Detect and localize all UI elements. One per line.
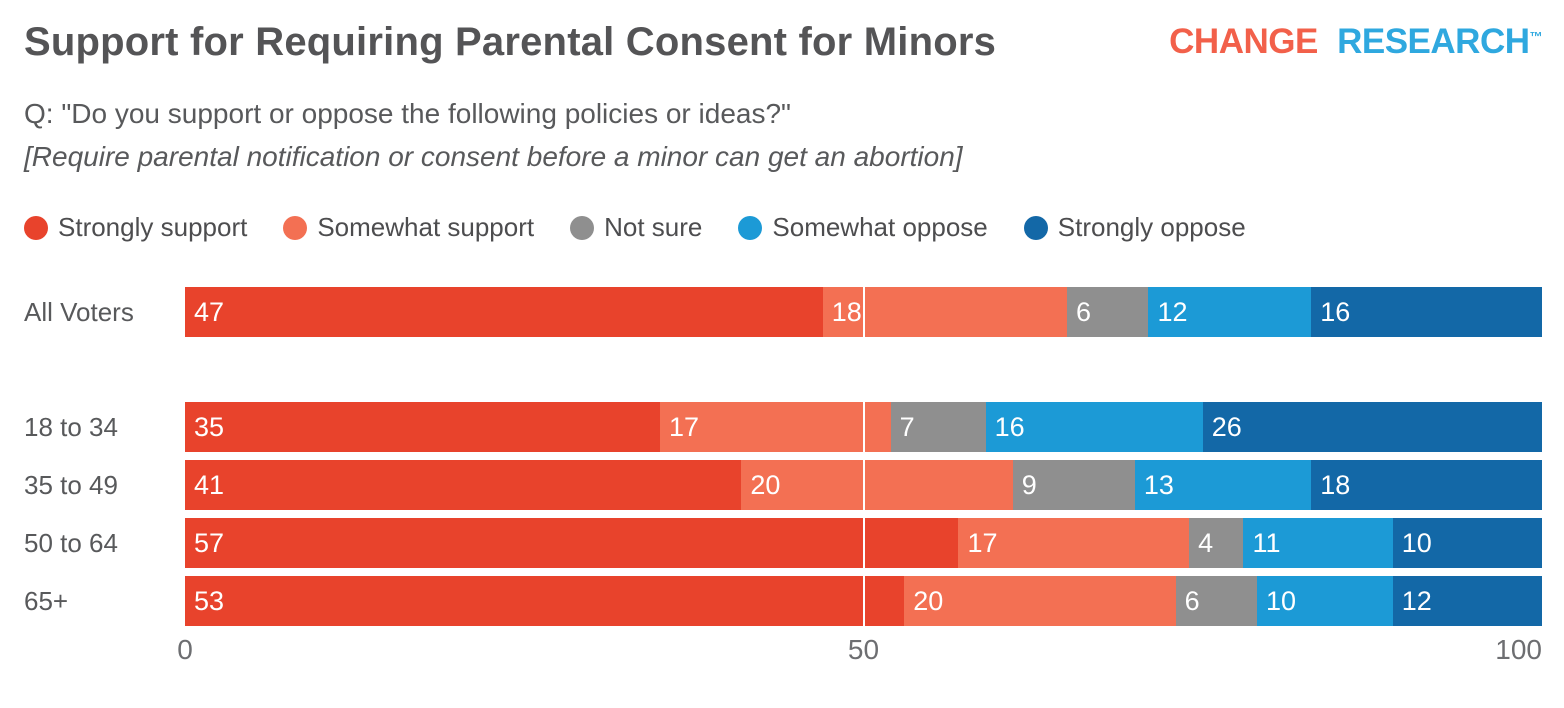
bar-segment-not-sure: 4 (1189, 518, 1244, 568)
bar-segment-strongly-support: 35 (185, 402, 660, 452)
bar-value-label: 47 (194, 297, 225, 327)
axis-tick-50: 50 (847, 634, 880, 665)
bar-value-label: 41 (194, 470, 225, 500)
bar-18-to-34: 35 17 7 16 26 (185, 402, 1542, 452)
bar-35-to-49: 41 20 9 13 18 (185, 460, 1542, 510)
bar-segment-strongly-support: 57 (185, 518, 959, 568)
bar-row-65: 65+ 53 20 6 10 12 (24, 576, 1542, 626)
bar-segment-strongly-oppose: 26 (1202, 402, 1542, 452)
bar-value-label: 11 (1252, 528, 1281, 558)
question-block: Q: "Do you support or oppose the followi… (24, 92, 1542, 178)
bar-value-label: 16 (1320, 297, 1351, 327)
bar-segment-somewhat-oppose: 11 (1243, 518, 1393, 568)
bar-value-label: 6 (1076, 297, 1092, 327)
bar-65: 53 20 6 10 12 (185, 576, 1542, 626)
bar-segment-somewhat-support: 18 (822, 287, 1068, 337)
bar-segment-strongly-support: 41 (185, 460, 742, 510)
somewhat-support-dot-icon (283, 215, 308, 240)
header: Support for Requiring Parental Consent f… (24, 20, 1542, 64)
legend-label: Somewhat oppose (772, 212, 988, 242)
axis-tick-0: 0 (177, 634, 193, 665)
page-title: Support for Requiring Parental Consent f… (24, 20, 997, 64)
bar-value-label: 17 (668, 412, 699, 442)
bar-segment-somewhat-oppose: 16 (985, 402, 1203, 452)
row-label: 65+ (24, 585, 69, 616)
bar-segment-not-sure: 6 (1175, 576, 1257, 626)
stacked-bar-chart: All Voters 47 18 6 12 16 18 to 34 35 17 7 16 26 35 t… (24, 287, 1542, 670)
bar-value-label: 12 (1401, 586, 1432, 616)
bar-segment-not-sure: 9 (1012, 460, 1135, 510)
bar-segment-somewhat-support: 17 (958, 518, 1190, 568)
bar-value-label: 16 (994, 412, 1025, 442)
bar-value-label: 17 (967, 528, 998, 558)
bar-segment-not-sure: 6 (1067, 287, 1149, 337)
bar-segment-not-sure: 7 (890, 402, 986, 452)
question-detail: [Require parental notification or consen… (24, 141, 963, 172)
bar-segment-strongly-oppose: 10 (1392, 518, 1542, 568)
bar-segment-strongly-oppose: 12 (1392, 576, 1542, 626)
chart-rows: All Voters 47 18 6 12 16 18 to 34 35 17 7 16 26 35 t… (24, 287, 1542, 626)
logo-change-text: CHANGE (1169, 22, 1318, 61)
bar-value-label: 35 (194, 412, 225, 442)
bar-segment-strongly-oppose: 18 (1311, 460, 1542, 510)
bar-segment-somewhat-oppose: 10 (1257, 576, 1393, 626)
bar-row-18-to-34: 18 to 34 35 17 7 16 26 (24, 402, 1542, 452)
bar-segment-somewhat-oppose: 12 (1148, 287, 1312, 337)
bar-value-label: 57 (194, 528, 225, 558)
change-research-logo: CHANGE RESEARCH™ (1169, 22, 1542, 62)
row-label: 50 to 64 (24, 527, 118, 558)
row-label: 35 to 49 (24, 469, 118, 500)
trademark-symbol: ™ (1529, 29, 1543, 44)
row-label: 18 to 34 (24, 411, 118, 442)
bar-value-label: 18 (1320, 470, 1351, 500)
legend-label: Somewhat support (317, 212, 535, 242)
somewhat-oppose-dot-icon (738, 215, 763, 240)
bar-segment-somewhat-support: 17 (659, 402, 891, 452)
bar-value-label: 13 (1143, 470, 1174, 500)
bar-value-label: 20 (913, 586, 944, 616)
bar-value-label: 12 (1157, 297, 1188, 327)
bar-all-voters: 47 18 6 12 16 (185, 287, 1542, 337)
bar-row-all-voters: All Voters 47 18 6 12 16 (24, 287, 1542, 337)
bar-segment-somewhat-support: 20 (904, 576, 1176, 626)
question-line: Q: "Do you support or oppose the followi… (24, 98, 791, 129)
legend: Strongly support Somewhat support Not sure… (24, 212, 1542, 243)
legend-label: Strongly oppose (1057, 212, 1246, 242)
bar-row-35-to-49: 35 to 49 41 20 9 13 18 (24, 460, 1542, 510)
bar-value-label: 20 (750, 470, 781, 500)
legend-item-strongly-support: Strongly support (24, 212, 247, 243)
bar-value-label: 18 (831, 297, 862, 327)
legend-item-not-sure: Not sure (570, 212, 702, 243)
legend-item-somewhat-oppose: Somewhat oppose (738, 212, 988, 243)
legend-item-strongly-oppose: Strongly oppose (1023, 212, 1246, 243)
strongly-support-dot-icon (24, 215, 48, 240)
bar-segment-strongly-support: 47 (185, 287, 823, 337)
strongly-oppose-dot-icon (1023, 215, 1048, 240)
page: Support for Requiring Parental Consent f… (0, 20, 1564, 708)
bar-value-label: 26 (1211, 412, 1242, 442)
bar-value-label: 10 (1401, 528, 1432, 558)
bar-value-label: 7 (899, 412, 915, 442)
bar-value-label: 9 (1021, 470, 1037, 500)
bar-value-label: 6 (1184, 586, 1200, 616)
bar-segment-strongly-support: 53 (185, 576, 905, 626)
legend-label: Strongly support (58, 212, 248, 242)
bar-segment-somewhat-support: 20 (741, 460, 1013, 510)
bar-value-label: 10 (1266, 586, 1297, 616)
legend-label: Not sure (604, 212, 703, 242)
row-label: All Voters (24, 296, 134, 327)
legend-item-somewhat-support: Somewhat support (283, 212, 534, 243)
not-sure-dot-icon (570, 215, 595, 240)
logo-research-text: RESEARCH (1337, 22, 1530, 61)
bar-value-label: 4 (1198, 528, 1214, 558)
bar-value-label: 53 (194, 586, 225, 616)
bar-50-to-64: 57 17 4 11 10 (185, 518, 1542, 568)
bar-row-50-to-64: 50 to 64 57 17 4 11 10 (24, 518, 1542, 568)
bar-segment-somewhat-oppose: 13 (1134, 460, 1312, 510)
axis-tick-100: 100 (1495, 634, 1542, 665)
bar-segment-strongly-oppose: 16 (1311, 287, 1542, 337)
x-axis: 0 50 100 (177, 634, 1542, 670)
